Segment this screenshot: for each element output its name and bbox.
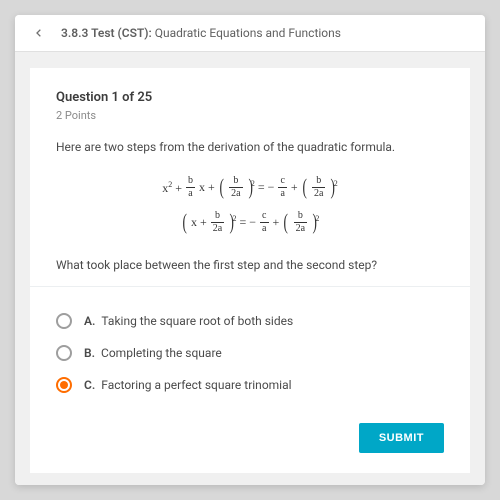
choices-list: A.Taking the square root of both sides B.… bbox=[56, 305, 444, 401]
radio-icon[interactable] bbox=[56, 313, 72, 329]
equation-1: x2 + ba x + ( b2a )2 = − ca + ( b2a )2 bbox=[162, 176, 338, 199]
question-prompt: Here are two steps from the derivation o… bbox=[56, 140, 444, 154]
section-number: 3.8.3 bbox=[61, 26, 88, 40]
question-points: 2 Points bbox=[56, 109, 444, 122]
radio-icon[interactable] bbox=[56, 377, 72, 393]
content-area: Question 1 of 25 2 Points Here are two s… bbox=[15, 52, 485, 485]
radio-icon[interactable] bbox=[56, 345, 72, 361]
choice-label: B.Completing the square bbox=[84, 346, 222, 360]
submit-button[interactable]: SUBMIT bbox=[359, 423, 444, 453]
choice-label: C.Factoring a perfect square trinomial bbox=[84, 378, 292, 392]
divider bbox=[30, 286, 470, 287]
question-followup: What took place between the first step a… bbox=[56, 258, 444, 272]
topbar: 3.8.3 Test (CST): Quadratic Equations an… bbox=[15, 15, 485, 52]
choice-c[interactable]: C.Factoring a perfect square trinomial bbox=[56, 369, 444, 401]
choice-b[interactable]: B.Completing the square bbox=[56, 337, 444, 369]
app-screen: 3.8.3 Test (CST): Quadratic Equations an… bbox=[15, 15, 485, 485]
choice-label: A.Taking the square root of both sides bbox=[84, 314, 293, 328]
equation-2: ( x + b2a )2 = − ca + ( b2a )2 bbox=[181, 211, 320, 234]
test-name: Quadratic Equations and Functions bbox=[155, 26, 341, 40]
test-label: Test (CST): bbox=[91, 26, 152, 40]
submit-row: SUBMIT bbox=[56, 423, 444, 453]
equations-block: x2 + ba x + ( b2a )2 = − ca + ( b2a )2 ( bbox=[56, 170, 444, 240]
question-card: Question 1 of 25 2 Points Here are two s… bbox=[30, 68, 470, 473]
choice-a[interactable]: A.Taking the square root of both sides bbox=[56, 305, 444, 337]
question-header: Question 1 of 25 bbox=[56, 90, 444, 105]
back-icon[interactable] bbox=[31, 25, 47, 41]
topbar-title: 3.8.3 Test (CST): Quadratic Equations an… bbox=[61, 26, 341, 40]
